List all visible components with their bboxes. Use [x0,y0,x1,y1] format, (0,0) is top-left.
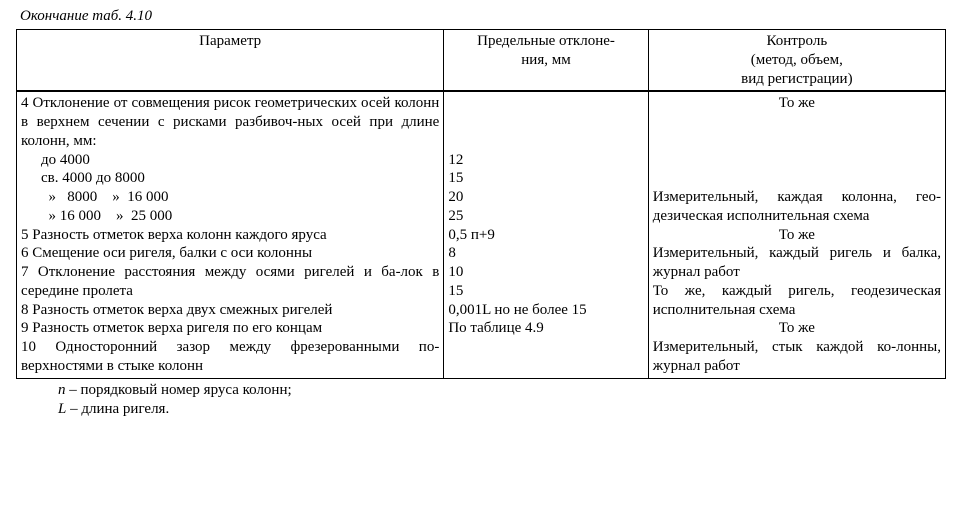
deviation-line [448,132,643,151]
table-caption: Окончание таб. 4.10 [20,8,946,25]
control-line: То же [653,319,941,338]
note-text: – порядковый номер яруса колонн; [66,382,292,398]
note-text: – длина ригеля. [66,401,169,417]
header-ctrl: Контроль(метод, объем,вид регистрации) [648,30,945,91]
header-param: Параметр [17,30,444,91]
deviation-line: По таблице 4.9 [448,319,643,338]
control-line: Измерительный, стык каждой ко-лонны, жур… [653,338,941,376]
param-line: св. 4000 до 8000 [21,169,439,188]
deviation-line: 25 [448,207,643,226]
deviation-line [448,113,643,132]
deviation-line [448,94,643,113]
param-line: » 16 000 » 25 000 [21,207,439,226]
param-line: » 8000 » 16 000 [21,188,439,207]
deviation-line: 15 [448,282,643,301]
control-line: То же [653,226,941,245]
control-line: То же [653,94,941,113]
deviation-line: 10 [448,263,643,282]
header-dev: Предельные отклоне-ния, мм [444,30,648,91]
deviation-line: 8 [448,244,643,263]
control-line: Измерительный, каждая колонна, гео-дезич… [653,188,941,226]
param-line: 8 Разность отметок верха двух смежных ри… [21,301,439,320]
table-notes: п – порядковый номер яруса колонн;L – дл… [16,379,946,420]
deviation-line: 12 [448,151,643,170]
param-line: 4 Отклонение от совмещения рисок геометр… [21,94,439,150]
control-line: То же, каждый ригель, геодезическая испо… [653,282,941,320]
param-line: 5 Разность отметок верха колонн каждого … [21,226,439,245]
deviation-line: 0,5 п+9 [448,226,643,245]
deviation-line: 20 [448,188,643,207]
param-line: 6 Смещение оси ригеля, балки с оси колон… [21,244,439,263]
control-line: Измерительный, каждый ригель и балка, жу… [653,244,941,282]
param-line: 10 Односторонний зазор между фрезерованн… [21,338,439,376]
main-table: Параметр Предельные отклоне-ния, мм Конт… [16,29,946,379]
deviation-line: 15 [448,169,643,188]
note-symbol: п [58,382,66,398]
param-line: 7 Отклонение расстояния между осями риге… [21,263,439,301]
param-line: до 4000 [21,151,439,170]
deviation-line: 0,001L но не более 15 [448,301,643,320]
param-line: 9 Разность отметок верха ригеля по его к… [21,319,439,338]
